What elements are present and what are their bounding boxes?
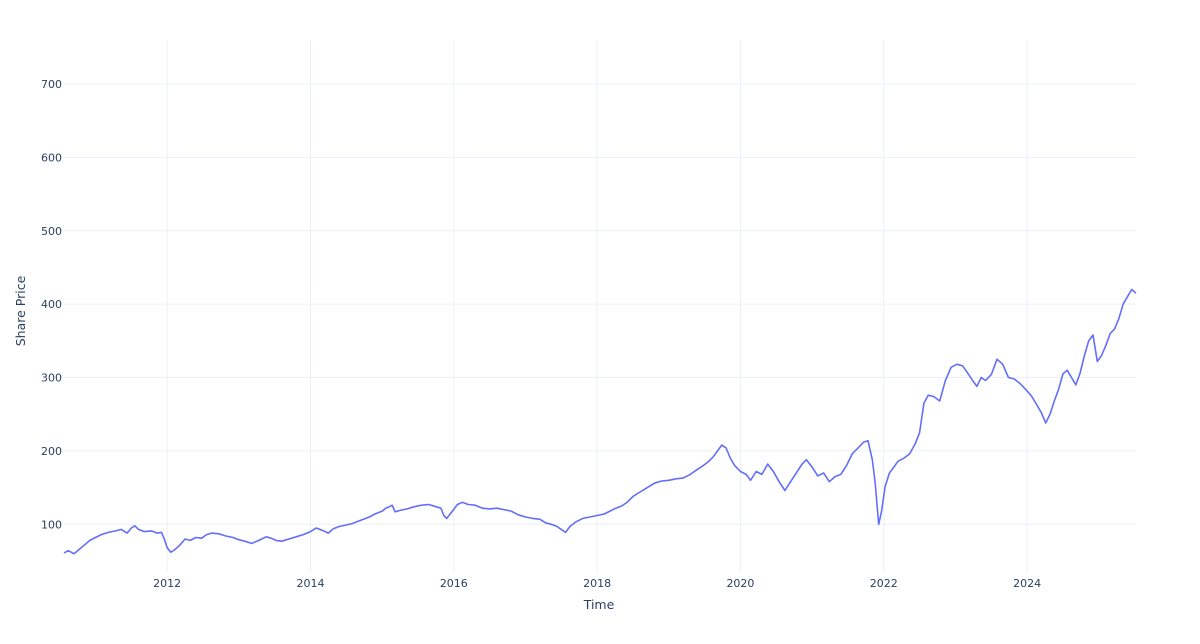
y-gridlines (64, 83, 1136, 525)
y-axis-ticks: 100 200 300 400 500 600 700 (41, 78, 62, 531)
y-tick-label-400: 400 (41, 298, 62, 311)
x-tick-label-2024: 2024 (1013, 577, 1041, 590)
x-tick-label-2020: 2020 (726, 577, 754, 590)
y-tick-label-600: 600 (41, 151, 62, 164)
series-line-0 (63, 288, 1137, 555)
y-tick-label-700: 700 (41, 78, 62, 91)
y-tick-label-200: 200 (41, 445, 62, 458)
series-group (63, 288, 1137, 555)
x-tick-label-2014: 2014 (297, 577, 325, 590)
y-tick-label-300: 300 (41, 372, 62, 385)
y-axis-title: Share Price (13, 275, 28, 346)
x-tick-label-2022: 2022 (870, 577, 898, 590)
x-gridlines (166, 40, 1028, 572)
y-tick-label-500: 500 (41, 225, 62, 238)
y-tick-label-100: 100 (41, 518, 62, 531)
x-tick-label-2016: 2016 (440, 577, 468, 590)
x-tick-label-2018: 2018 (583, 577, 611, 590)
x-axis-title: Time (583, 597, 615, 612)
x-axis-ticks: 2012 2014 2016 2018 2020 2022 2024 (153, 577, 1041, 590)
x-tick-label-2012: 2012 (153, 577, 181, 590)
